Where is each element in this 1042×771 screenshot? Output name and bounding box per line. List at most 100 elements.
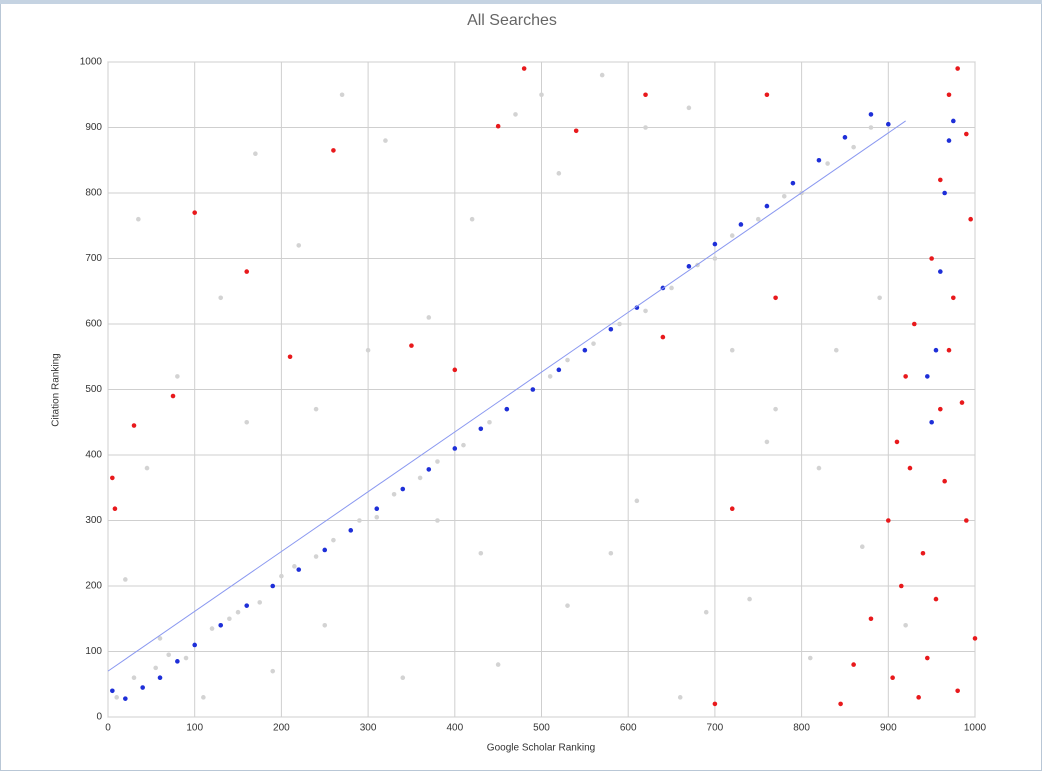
point bbox=[946, 92, 952, 98]
x-tick-label: 800 bbox=[793, 723, 810, 734]
point bbox=[946, 347, 952, 353]
point bbox=[253, 151, 258, 156]
point bbox=[903, 374, 908, 379]
point bbox=[539, 92, 544, 98]
point bbox=[851, 144, 856, 150]
x-tick-label: 1000 bbox=[964, 723, 987, 734]
point bbox=[851, 662, 856, 667]
point bbox=[257, 600, 263, 605]
point bbox=[894, 439, 900, 445]
point bbox=[877, 295, 882, 301]
point bbox=[218, 623, 224, 628]
point bbox=[435, 459, 440, 464]
point bbox=[400, 486, 406, 492]
point bbox=[348, 528, 354, 533]
point bbox=[842, 135, 848, 140]
point bbox=[643, 125, 648, 130]
point bbox=[530, 387, 536, 392]
point bbox=[478, 426, 484, 432]
point bbox=[899, 583, 904, 589]
y-tick-label: 900 bbox=[85, 122, 102, 133]
point bbox=[712, 241, 718, 247]
point bbox=[938, 406, 943, 412]
point bbox=[907, 465, 913, 471]
point bbox=[140, 685, 145, 690]
point bbox=[868, 616, 874, 622]
point bbox=[183, 655, 189, 661]
point bbox=[764, 439, 770, 445]
point bbox=[790, 180, 796, 186]
point bbox=[816, 465, 822, 471]
point bbox=[868, 125, 874, 130]
point bbox=[495, 662, 501, 667]
point bbox=[903, 623, 908, 628]
y-tick-label: 600 bbox=[85, 319, 102, 330]
point bbox=[136, 216, 141, 222]
point bbox=[608, 326, 614, 332]
point bbox=[461, 442, 466, 448]
point bbox=[617, 321, 622, 327]
point bbox=[951, 118, 956, 124]
point bbox=[773, 406, 778, 412]
point bbox=[157, 675, 163, 680]
point bbox=[916, 695, 921, 700]
y-tick-label: 700 bbox=[85, 253, 102, 264]
point bbox=[153, 665, 158, 671]
point bbox=[660, 334, 666, 340]
point bbox=[374, 514, 380, 520]
point bbox=[175, 374, 180, 379]
point bbox=[959, 400, 965, 405]
point bbox=[946, 138, 952, 143]
point bbox=[409, 343, 414, 348]
point bbox=[781, 193, 787, 199]
point bbox=[929, 419, 934, 425]
point bbox=[599, 72, 605, 78]
point bbox=[547, 374, 553, 379]
point bbox=[357, 518, 362, 523]
point bbox=[296, 567, 302, 572]
point bbox=[192, 210, 197, 215]
point bbox=[816, 157, 822, 163]
point bbox=[942, 478, 947, 484]
point bbox=[270, 668, 276, 674]
point bbox=[929, 256, 934, 261]
top-bar bbox=[0, 0, 1042, 4]
point bbox=[426, 315, 432, 320]
point bbox=[755, 216, 761, 222]
point bbox=[426, 467, 432, 472]
point bbox=[955, 66, 960, 71]
point bbox=[504, 406, 510, 412]
point bbox=[322, 623, 328, 628]
point bbox=[890, 675, 895, 680]
point bbox=[313, 406, 319, 412]
point bbox=[868, 112, 874, 117]
point bbox=[582, 347, 588, 353]
point bbox=[175, 659, 180, 664]
x-tick-label: 200 bbox=[273, 723, 290, 734]
point bbox=[968, 216, 973, 222]
point bbox=[951, 295, 956, 301]
point bbox=[157, 636, 163, 641]
point bbox=[729, 347, 735, 353]
x-tick-label: 100 bbox=[186, 723, 203, 734]
chart-title: All Searches bbox=[467, 12, 557, 29]
point bbox=[235, 609, 241, 615]
point bbox=[513, 112, 518, 117]
point bbox=[591, 341, 596, 346]
point bbox=[331, 148, 336, 153]
point bbox=[634, 498, 640, 504]
point bbox=[478, 550, 484, 556]
point bbox=[764, 92, 770, 98]
point bbox=[933, 347, 939, 353]
point bbox=[391, 492, 397, 497]
point bbox=[972, 636, 978, 641]
point bbox=[469, 216, 475, 222]
point bbox=[925, 655, 930, 661]
point bbox=[807, 655, 813, 661]
point bbox=[374, 506, 380, 512]
point bbox=[938, 177, 943, 183]
point bbox=[131, 675, 137, 680]
x-tick-label: 700 bbox=[707, 723, 724, 734]
point bbox=[435, 518, 440, 523]
point bbox=[955, 688, 960, 694]
